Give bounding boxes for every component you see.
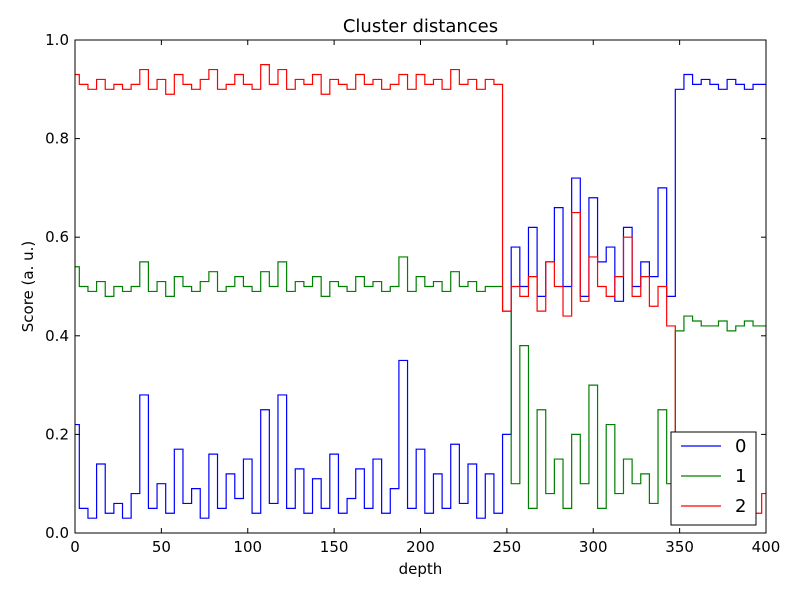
x-tick-label: 250 bbox=[493, 538, 522, 556]
y-axis-label: Score (a. u.) bbox=[19, 241, 37, 333]
y-tick-label: 0.4 bbox=[45, 327, 69, 345]
series-line-1 bbox=[75, 256, 766, 509]
x-tick-label: 100 bbox=[233, 538, 262, 556]
x-tick-label: 200 bbox=[406, 538, 435, 556]
chart-title: Cluster distances bbox=[343, 16, 498, 37]
series-layer bbox=[75, 64, 766, 524]
x-tick-label: 400 bbox=[752, 538, 781, 556]
y-tick-label: 0.0 bbox=[45, 524, 69, 542]
x-tick-label: 50 bbox=[152, 538, 171, 556]
axes-ticks: 0 50 100 150 200 250 300 350 400 0.0 0.2 0.4 0.6 0.8 1… bbox=[45, 31, 780, 556]
x-tick-label: 150 bbox=[320, 538, 349, 556]
x-tick-label: 0 bbox=[70, 538, 80, 556]
y-tick-label: 0.2 bbox=[45, 425, 69, 443]
legend-label-2: 2 bbox=[735, 496, 746, 517]
legend-label-1: 1 bbox=[735, 466, 746, 487]
x-axis-label: depth bbox=[399, 560, 443, 578]
y-tick-label: 0.6 bbox=[45, 228, 69, 246]
legend-label-0: 0 bbox=[735, 436, 746, 457]
y-tick-label: 1.0 bbox=[45, 31, 69, 49]
x-tick-label: 300 bbox=[579, 538, 608, 556]
series-line-0 bbox=[75, 73, 766, 519]
x-tick-label: 350 bbox=[665, 538, 694, 556]
y-tick-label: 0.8 bbox=[45, 130, 69, 148]
legend: 0 1 2 bbox=[670, 431, 757, 526]
series-line-2 bbox=[75, 64, 766, 524]
legend-box bbox=[670, 431, 757, 526]
